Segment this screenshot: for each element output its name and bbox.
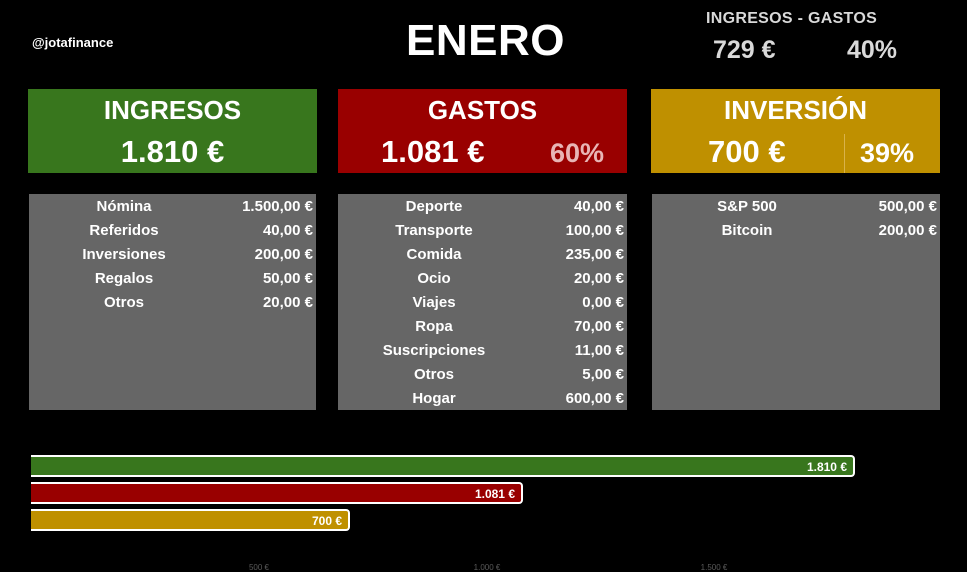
- item-label: Ropa: [415, 318, 453, 335]
- summary-bar-chart: 1.810 € 1.081 € 700 € 500 € 1.000 € 1.50…: [0, 450, 967, 572]
- inversion-title: INVERSIÓN: [723, 95, 868, 125]
- list-item: Nómina 1.500,00 €: [29, 194, 316, 218]
- list-item: Bitcoin 200,00 €: [652, 218, 940, 242]
- item-label: Transporte: [395, 222, 473, 239]
- item-label: Bitcoin: [721, 222, 773, 239]
- inversion-card: INVERSIÓN 700 € 39%: [651, 89, 940, 173]
- bar-ingresos: 1.810 €: [31, 455, 855, 477]
- x-tick-label: 1.000 €: [473, 563, 501, 572]
- list-item: Inversiones 200,00 €: [29, 242, 316, 266]
- list-item: S&P 500 500,00 €: [652, 194, 940, 218]
- ingresos-amount: 1.810 €: [120, 134, 225, 169]
- item-value: 0,00 €: [582, 294, 624, 311]
- list-item: Comida 235,00 €: [338, 242, 627, 266]
- list-item: Otros 20,00 €: [29, 290, 316, 314]
- item-label: Ocio: [417, 270, 451, 287]
- item-label: Nómina: [96, 198, 152, 215]
- item-value: 500,00 €: [878, 198, 937, 215]
- item-value: 20,00 €: [573, 270, 624, 287]
- net-title: INGRESOS - GASTOS: [706, 10, 878, 27]
- item-value: 70,00 €: [573, 318, 624, 335]
- item-label: Suscripciones: [382, 342, 486, 359]
- item-value: 11,00 €: [574, 342, 624, 359]
- list-item: Hogar 600,00 €: [338, 386, 627, 410]
- ingresos-list: Nómina 1.500,00 € Referidos 40,00 € Inve…: [29, 194, 316, 410]
- item-value: 600,00 €: [565, 390, 624, 407]
- item-value: 1.500,00 €: [242, 198, 313, 215]
- x-tick-label: 500 €: [248, 563, 270, 572]
- list-item: Viajes 0,00 €: [338, 290, 627, 314]
- inversion-percentage: 39%: [860, 138, 915, 168]
- net-percentage: 40%: [847, 36, 898, 64]
- gastos-card: GASTOS 1.081 € 60%: [338, 89, 627, 173]
- list-item: Ocio 20,00 €: [338, 266, 627, 290]
- gastos-list: Deporte 40,00 € Transporte 100,00 € Comi…: [338, 194, 627, 410]
- list-item: Suscripciones 11,00 €: [338, 338, 627, 362]
- bar-label-inversion: 700 €: [311, 514, 342, 528]
- page-title: ENERO: [406, 16, 565, 65]
- item-value: 40,00 €: [573, 198, 624, 215]
- item-label: Inversiones: [82, 246, 166, 263]
- item-value: 200,00 €: [878, 222, 937, 239]
- x-tick-label: 1.500 €: [700, 563, 728, 572]
- bar-inversion: 700 €: [31, 509, 350, 531]
- item-value: 50,00 €: [262, 270, 313, 287]
- bar-gastos: 1.081 €: [31, 482, 523, 504]
- gastos-title: GASTOS: [427, 95, 538, 125]
- item-label: Hogar: [412, 390, 456, 407]
- inversion-list: S&P 500 500,00 € Bitcoin 200,00 €: [652, 194, 940, 410]
- handle: @jotafinance: [32, 35, 114, 50]
- item-value: 235,00 €: [565, 246, 624, 263]
- list-item: Regalos 50,00 €: [29, 266, 316, 290]
- inversion-amount: 700 €: [708, 134, 786, 169]
- list-item: Transporte 100,00 €: [338, 218, 627, 242]
- gastos-amount: 1.081 €: [381, 134, 485, 169]
- gastos-percentage: 60%: [550, 138, 605, 168]
- net-amount: 729 €: [713, 36, 776, 64]
- item-label: Regalos: [94, 270, 154, 287]
- inversion-divider: [844, 134, 845, 173]
- list-item: Otros 5,00 €: [338, 362, 627, 386]
- bar-label-ingresos: 1.810 €: [806, 460, 847, 474]
- item-value: 20,00 €: [262, 294, 313, 311]
- item-label: Otros: [413, 366, 454, 383]
- item-value: 5,00 €: [582, 366, 624, 383]
- list-item: Deporte 40,00 €: [338, 194, 627, 218]
- bar-label-gastos: 1.081 €: [474, 487, 515, 501]
- ingresos-card: INGRESOS 1.810 €: [28, 89, 317, 173]
- item-label: Viajes: [412, 294, 456, 311]
- item-label: Comida: [406, 246, 462, 263]
- list-item: Referidos 40,00 €: [29, 218, 316, 242]
- item-label: Otros: [103, 294, 144, 311]
- item-value: 200,00 €: [254, 246, 313, 263]
- item-label: Referidos: [89, 222, 159, 239]
- item-value: 100,00 €: [565, 222, 624, 239]
- ingresos-title: INGRESOS: [103, 95, 242, 125]
- item-value: 40,00 €: [262, 222, 313, 239]
- item-label: Deporte: [405, 198, 463, 215]
- list-item: Ropa 70,00 €: [338, 314, 627, 338]
- item-label: S&P 500: [717, 198, 777, 215]
